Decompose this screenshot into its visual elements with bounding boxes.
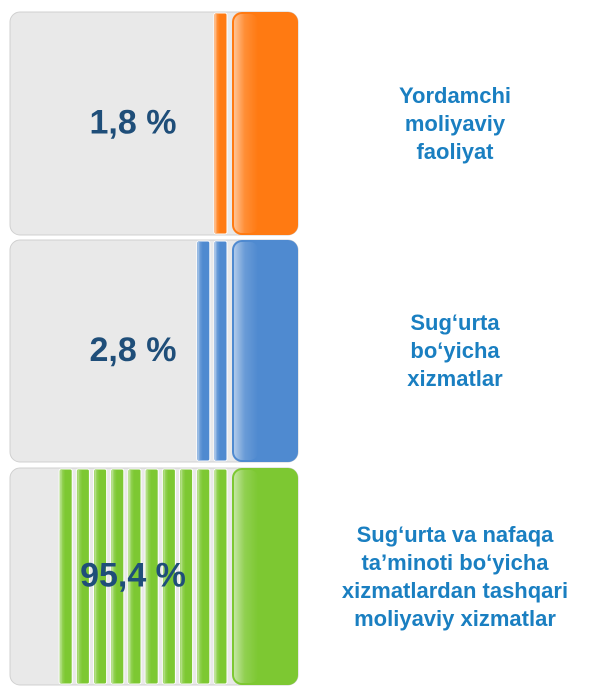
value-label: 1,8 % <box>90 103 177 141</box>
bar <box>196 240 298 462</box>
bar-stripe-shine <box>94 470 100 683</box>
category-label: Sug‘urta va nafaqa ta’minoti bo‘yicha xi… <box>341 521 569 631</box>
bar-end-shine <box>234 470 258 683</box>
bar-end-shine <box>234 14 258 233</box>
bar-stripe-shine <box>77 470 83 683</box>
bar <box>213 12 298 235</box>
category-label: Sug‘urta bo‘yicha xizmatlar <box>407 310 503 391</box>
bar-stripe-shine <box>215 470 220 683</box>
bar-stripe-shine <box>215 14 220 233</box>
bar <box>58 468 298 685</box>
bar-stripe-shine <box>215 242 220 460</box>
category-label: Yordamchi moliyaviy faoliyat <box>398 82 512 164</box>
bar-stripe-shine <box>180 470 186 683</box>
bar-end-shine <box>234 242 258 460</box>
bar-stripe-shine <box>163 470 169 683</box>
bar-stripe-shine <box>111 470 117 683</box>
value-label: 2,8 % <box>90 331 177 369</box>
bar-stripe-shine <box>197 242 203 460</box>
bar-stripe-shine <box>197 470 203 683</box>
bar-stripe-shine <box>129 470 134 683</box>
value-label: 95,4 % <box>80 556 186 594</box>
bar-stripe-shine <box>146 470 152 683</box>
bar-stripe-shine <box>60 470 66 683</box>
